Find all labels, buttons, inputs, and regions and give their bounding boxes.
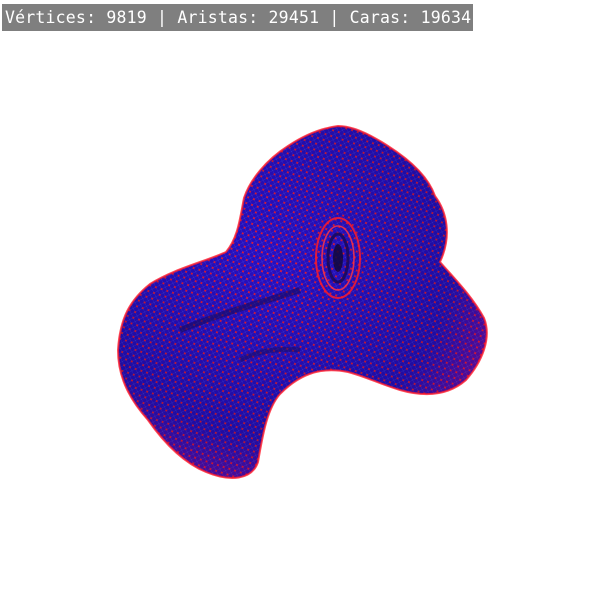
stats-separator: | [329,8,340,27]
vertices-label: Vértices: [5,8,97,27]
mesh-crease [238,346,301,363]
mesh-silhouette [116,124,488,479]
stats-separator: | [157,8,168,27]
mesh-crease [178,287,301,333]
mesh-swirl [315,217,361,299]
mesh-surface [118,126,487,478]
faces-label: Caras: [349,8,411,27]
edges-count: 29451 [268,8,320,27]
vertices-count: 9819 [106,8,147,27]
mesh-stats-overlay: Vértices: 9819 | Aristas: 29451 | Caras:… [2,4,474,31]
faces-count: 19634 [420,8,472,27]
edges-label: Aristas: [177,8,259,27]
